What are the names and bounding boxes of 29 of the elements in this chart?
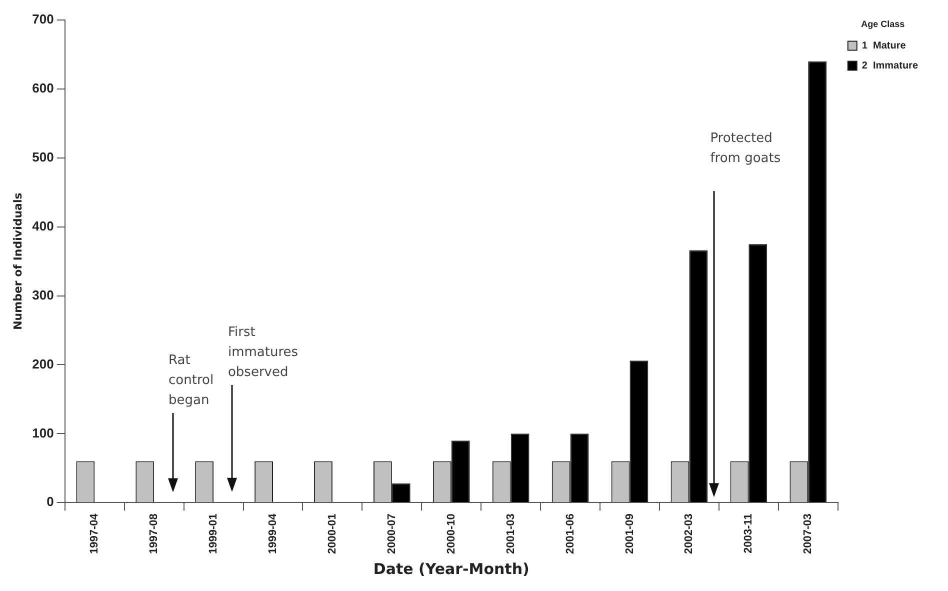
y-tick-label: 700 (32, 12, 54, 27)
x-tick-label: 2002-03 (683, 514, 696, 554)
legend-label: 1 Mature (862, 40, 906, 52)
annotation: Rat control began (168, 352, 215, 410)
y-tick-label: 200 (32, 356, 54, 372)
annotation: First immatures observed (228, 324, 300, 382)
x-tick-label: 2001-03 (504, 514, 517, 554)
x-tick-label: 1999-04 (267, 512, 280, 554)
x-tick-label: 1997-04 (88, 512, 101, 554)
y-tick-label: 600 (32, 80, 54, 96)
annotation: Protected from goats (710, 130, 782, 168)
x-tick-label: 2003-11 (742, 514, 755, 554)
x-tick-label: 1999-01 (208, 514, 220, 554)
x-tick-label: 2000-07 (386, 514, 398, 554)
y-tick-label: 0 (46, 494, 54, 510)
x-tick-label: 2001-06 (564, 514, 576, 554)
y-tick-label: 500 (32, 149, 54, 164)
x-tick-label: 2001-09 (624, 514, 636, 554)
y-tick-label: 300 (32, 287, 54, 302)
x-tick-label: 2000-01 (326, 514, 338, 554)
x-tick-label: 1997-08 (148, 514, 160, 554)
y-axis-title: Number of Individuals (11, 192, 24, 330)
x-tick-label: 2000-10 (445, 514, 458, 554)
y-tick-label: 100 (32, 425, 54, 440)
legend-title: Age Class (861, 18, 905, 29)
x-axis-title: Date (Year-Month) (373, 560, 530, 578)
x-tick-label: 2007-03 (802, 514, 814, 554)
legend-label: 2 Immature (862, 60, 918, 72)
y-tick-label: 400 (32, 218, 54, 234)
